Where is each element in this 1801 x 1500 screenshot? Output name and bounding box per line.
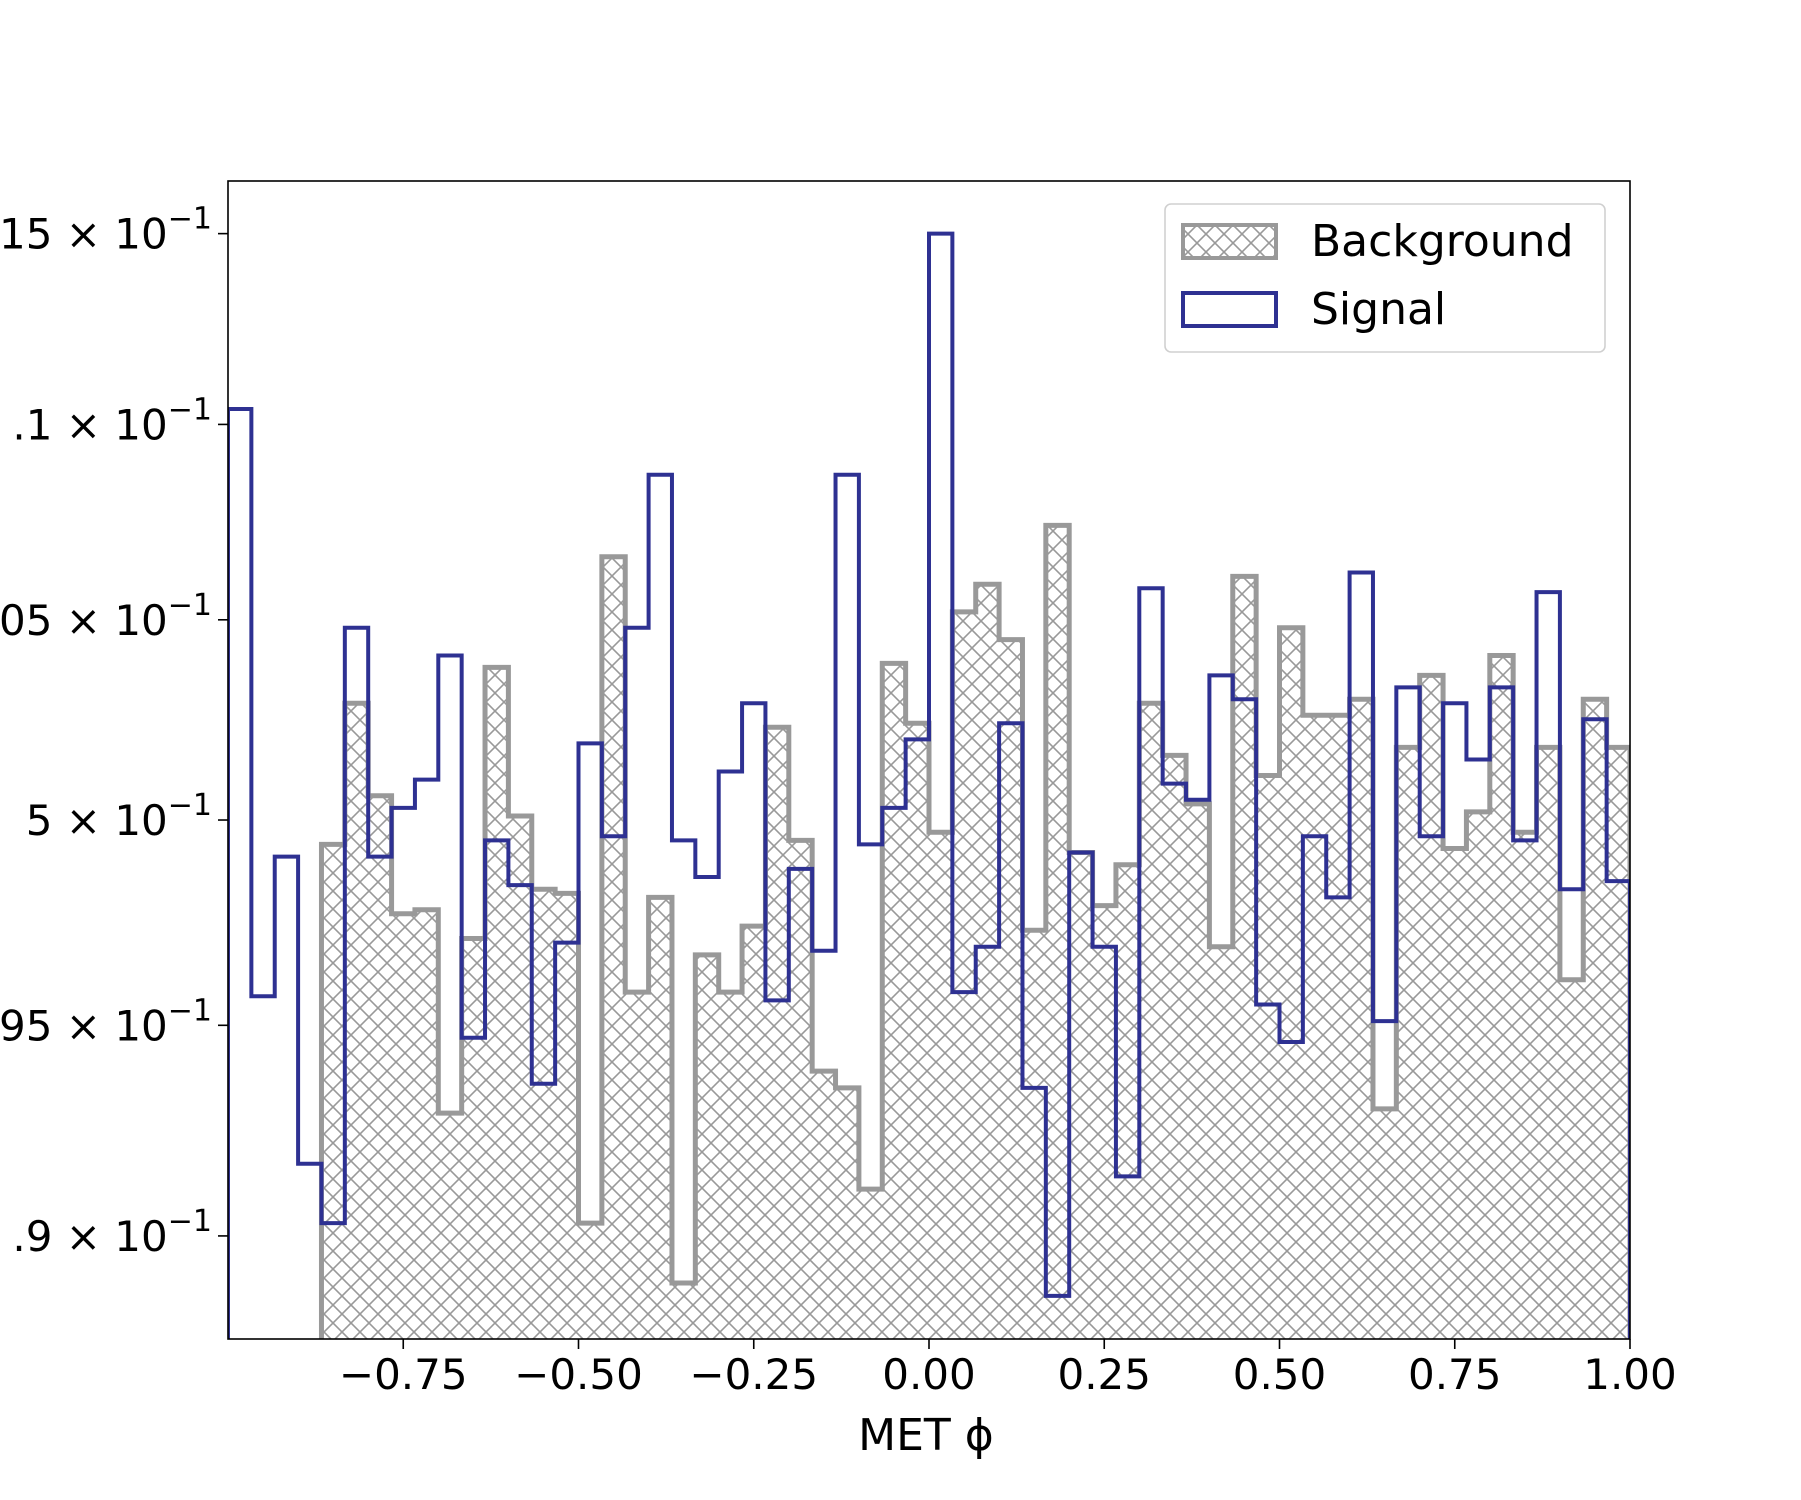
background-bar — [882, 663, 907, 1339]
y-tick-exponent: −1 — [168, 788, 212, 823]
background-bar — [671, 1283, 696, 1339]
background-bar — [648, 897, 673, 1339]
background-bar — [578, 1223, 603, 1339]
background-bar — [531, 889, 556, 1339]
x-tick-label: 0.50 — [1233, 1350, 1327, 1399]
y-tick-exponent: −1 — [168, 202, 212, 237]
background-bar — [1022, 930, 1047, 1339]
background-bar — [695, 954, 720, 1339]
background-bar — [835, 1087, 860, 1339]
background-bar — [1256, 775, 1280, 1339]
x-tick-label: 0.75 — [1408, 1350, 1502, 1399]
x-tick-label: 0.25 — [1057, 1350, 1151, 1399]
legend-label-signal: Signal — [1311, 284, 1446, 335]
background-bar — [1559, 979, 1584, 1339]
background-bar — [1302, 715, 1327, 1339]
background-bar — [1045, 525, 1070, 1339]
x-tick-label: 1.00 — [1583, 1350, 1677, 1399]
background-bar — [1162, 755, 1187, 1339]
x-axis: −0.75 −0.50 −0.25 0.00 0.25 0.50 0.75 1.00 — [339, 1339, 1677, 1399]
background-bar — [1186, 803, 1210, 1339]
background-bar — [905, 723, 930, 1339]
background-bar — [1372, 1108, 1397, 1339]
background-bar — [1209, 946, 1234, 1339]
background-bar — [742, 926, 766, 1339]
y-tick-label: 95 × 10−1 — [0, 993, 212, 1050]
background-bar — [1349, 699, 1374, 1339]
y-tick-label: 5 × 10−1 — [26, 788, 212, 845]
background-bar — [1232, 576, 1257, 1339]
y-tick-label: .9 × 10−1 — [12, 1204, 212, 1261]
y-tick-label: .1 × 10−1 — [12, 392, 212, 449]
y-axis: .15 × 10−1 .1 × 10−1 05 × 10−1 5 × 10−1 95 ×… — [0, 202, 228, 1261]
y-tick-exponent: −1 — [168, 392, 212, 427]
background-bar — [625, 992, 650, 1339]
background-bar — [555, 893, 579, 1339]
background-bar — [999, 639, 1023, 1339]
background-bar — [414, 909, 439, 1339]
background-bar — [812, 1071, 837, 1339]
x-tick-label: 0.00 — [882, 1350, 976, 1399]
background-bar — [929, 832, 953, 1339]
background-bar — [858, 1189, 883, 1339]
background-bar — [975, 584, 1000, 1339]
legend-swatch-background — [1181, 223, 1278, 260]
background-bar — [321, 844, 346, 1339]
legend-label-background: Background — [1311, 216, 1574, 267]
y-tick-exponent: −1 — [168, 1204, 212, 1239]
background-bar — [1583, 699, 1608, 1339]
x-axis-label: MET ϕ — [858, 1410, 994, 1461]
background-bar — [485, 667, 509, 1339]
y-tick-exponent: −1 — [168, 588, 212, 623]
background-bar — [508, 815, 533, 1339]
background-bar — [1115, 864, 1140, 1339]
background-bar — [1139, 703, 1164, 1339]
y-tick-exponent: −1 — [168, 993, 212, 1028]
background-bar — [1092, 905, 1117, 1339]
background-bar — [344, 703, 369, 1339]
background-bar — [1606, 747, 1630, 1339]
x-tick-label: −0.25 — [689, 1350, 818, 1399]
background-bar — [1326, 715, 1351, 1339]
background-bar — [1279, 627, 1304, 1339]
background-bar — [1513, 832, 1538, 1339]
background-bar — [1069, 852, 1094, 1339]
plot-area — [321, 525, 1630, 1339]
background-bar — [1443, 848, 1467, 1339]
background-bar — [765, 727, 790, 1339]
background-bar — [718, 992, 743, 1339]
background-bar — [368, 795, 393, 1339]
legend: Background Signal — [1164, 203, 1606, 353]
y-tick-label: .15 × 10−1 — [0, 202, 212, 259]
series-lines — [228, 231, 1630, 1339]
background-bar — [1419, 675, 1444, 1339]
background-bar — [1536, 747, 1561, 1339]
signal-series-line — [228, 231, 1630, 1339]
background-bar — [601, 556, 626, 1339]
background-bar — [1396, 747, 1421, 1339]
background-bar — [438, 1113, 463, 1339]
background-bar — [952, 611, 977, 1339]
background-bar — [461, 938, 486, 1339]
y-tick-label: 05 × 10−1 — [0, 588, 212, 645]
legend-swatch-signal — [1181, 291, 1278, 328]
x-tick-label: −0.75 — [339, 1350, 468, 1399]
background-bar — [1466, 811, 1491, 1339]
background-bar — [391, 913, 416, 1339]
background-bar — [1489, 655, 1514, 1339]
background-bar — [788, 840, 813, 1339]
x-tick-label: −0.50 — [514, 1350, 643, 1399]
